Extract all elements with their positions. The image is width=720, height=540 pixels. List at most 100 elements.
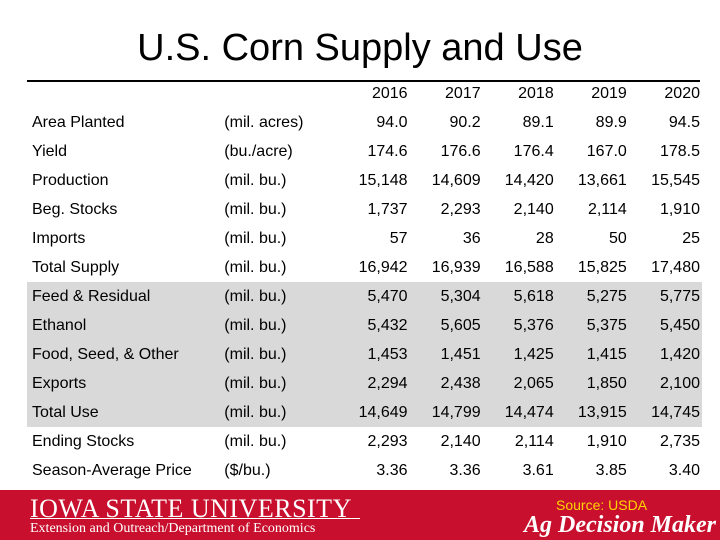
row-unit: (mil. acres) [224, 113, 304, 131]
value-cell: 14,609 [431, 171, 481, 189]
value-cell: 2,294 [336, 369, 410, 398]
row-label: Total Use [27, 398, 225, 427]
value-cell: 14,799 [409, 398, 483, 427]
value-cell: 5,618 [482, 282, 556, 311]
value-cell: 5,375 [555, 311, 629, 340]
value-cell: 16,942 [358, 258, 408, 276]
table-row: Total Use (mil. bu.) 14,649 14,799 14,474 13,… [27, 398, 702, 427]
row-unit: (mil. bu.) [224, 171, 287, 189]
value-cell: 5,775 [628, 282, 702, 311]
value-cell: 16,588 [504, 258, 554, 276]
value-cell: 2,735 [659, 432, 700, 450]
value-cell: 178.5 [659, 142, 700, 160]
row-unit: (mil. bu.) [224, 369, 337, 398]
value-cell: 1,451 [409, 340, 483, 369]
logo-divider [30, 518, 360, 519]
table-row: Imports (mil. bu.) 57 36 28 50 25 [27, 224, 702, 253]
table-row: Beg. Stocks (mil. bu.) 1,737 2,293 2,140 2,11… [27, 195, 702, 224]
value-cell: 5,605 [409, 311, 483, 340]
value-cell: 2,114 [587, 200, 627, 218]
value-cell: 3.61 [522, 461, 554, 479]
table-row: Season-Average Price ($/bu.) 3.36 3.36 3.61 3… [27, 456, 702, 485]
row-label: Production [32, 171, 109, 189]
value-cell: 3.40 [668, 461, 700, 479]
row-label: Ethanol [27, 311, 225, 340]
value-cell: 2,100 [628, 369, 702, 398]
value-cell: 2,114 [514, 432, 554, 450]
row-label: Season-Average Price [32, 461, 192, 479]
table-row: Food, Seed, & Other (mil. bu.) 1,453 1,451 1… [27, 340, 702, 369]
row-label: Food, Seed, & Other [27, 340, 225, 369]
ag-decision-maker-logo: Ag Decision Maker [524, 512, 716, 538]
year-header: 2020 [664, 85, 700, 102]
value-cell: 2,293 [367, 432, 408, 450]
value-cell: 89.1 [522, 113, 554, 131]
year-header: 2018 [518, 85, 554, 102]
value-cell: 50 [609, 229, 627, 247]
value-cell: 2,140 [513, 200, 554, 218]
row-label: Total Supply [32, 258, 120, 276]
value-cell: 14,649 [336, 398, 410, 427]
value-cell: 1,425 [482, 340, 556, 369]
value-cell: 2,065 [482, 369, 556, 398]
value-cell: 5,470 [336, 282, 410, 311]
row-unit: (mil. bu.) [224, 229, 287, 247]
row-label: Area Planted [32, 113, 125, 131]
value-cell: 5,450 [628, 311, 702, 340]
row-unit: ($/bu.) [224, 461, 271, 479]
value-cell: 13,915 [555, 398, 629, 427]
value-cell: 5,304 [409, 282, 483, 311]
source-note: Source: USDA [556, 497, 648, 513]
row-unit: (mil. bu.) [224, 340, 337, 369]
value-cell: 94.5 [668, 113, 700, 131]
value-cell: 89.9 [595, 113, 627, 131]
row-unit: (mil. bu.) [224, 282, 337, 311]
value-cell: 1,453 [336, 340, 410, 369]
value-cell: 36 [462, 229, 481, 247]
header-blank [27, 80, 224, 108]
value-cell: 16,939 [431, 258, 481, 276]
value-cell: 1,737 [367, 200, 408, 218]
value-cell: 28 [535, 229, 554, 247]
value-cell: 176.4 [513, 142, 554, 160]
value-cell: 176.6 [440, 142, 481, 160]
value-cell: 15,825 [577, 258, 627, 276]
value-cell: 5,275 [555, 282, 629, 311]
table-row: Ethanol (mil. bu.) 5,432 5,605 5,376 5,375 5,4… [27, 311, 702, 340]
value-cell: 94.0 [376, 113, 408, 131]
table-row: Exports (mil. bu.) 2,294 2,438 2,065 1,850 2,1… [27, 369, 702, 398]
row-unit: (mil. bu.) [224, 258, 287, 276]
value-cell: 13,661 [577, 171, 627, 189]
table-row: Total Supply (mil. bu.) 16,942 16,939 16,588… [27, 253, 702, 282]
value-cell: 167.0 [586, 142, 627, 160]
value-cell: 5,432 [336, 311, 410, 340]
value-cell: 14,420 [504, 171, 554, 189]
value-cell: 2,438 [409, 369, 483, 398]
department-text: Extension and Outreach/Department of Eco… [30, 521, 316, 536]
value-cell: 2,293 [440, 200, 481, 218]
table-row: Production (mil. bu.) 15,148 14,609 14,420 13… [27, 166, 702, 195]
footer-bar [0, 490, 720, 540]
row-unit: (mil. bu.) [224, 432, 287, 450]
row-label: Yield [32, 142, 67, 160]
value-cell: 174.6 [367, 142, 408, 160]
value-cell: 25 [682, 229, 700, 247]
table-row: Feed & Residual (mil. bu.) 5,470 5,304 5,618… [27, 282, 702, 311]
row-label: Ending Stocks [32, 432, 135, 450]
header-rule [27, 80, 700, 82]
row-unit: (bu./acre) [224, 142, 293, 160]
value-cell: 1,415 [555, 340, 629, 369]
table-row: Yield (bu./acre) 174.6 176.6 176.4 167.0 178.5 [27, 137, 702, 166]
value-cell: 57 [389, 229, 408, 247]
page-title: U.S. Corn Supply and Use [137, 27, 583, 69]
value-cell: 3.85 [595, 461, 627, 479]
value-cell: 14,745 [628, 398, 702, 427]
value-cell: 1,850 [555, 369, 629, 398]
table-row: Area Planted (mil. acres) 94.0 90.2 89.1 89.9… [27, 108, 702, 137]
row-unit: (mil. bu.) [224, 200, 287, 218]
table-row: Ending Stocks (mil. bu.) 2,293 2,140 2,114 1,… [27, 427, 702, 456]
row-label: Beg. Stocks [32, 200, 118, 218]
value-cell: 90.2 [449, 113, 481, 131]
row-label: Imports [32, 229, 86, 247]
year-header: 2017 [445, 85, 481, 102]
